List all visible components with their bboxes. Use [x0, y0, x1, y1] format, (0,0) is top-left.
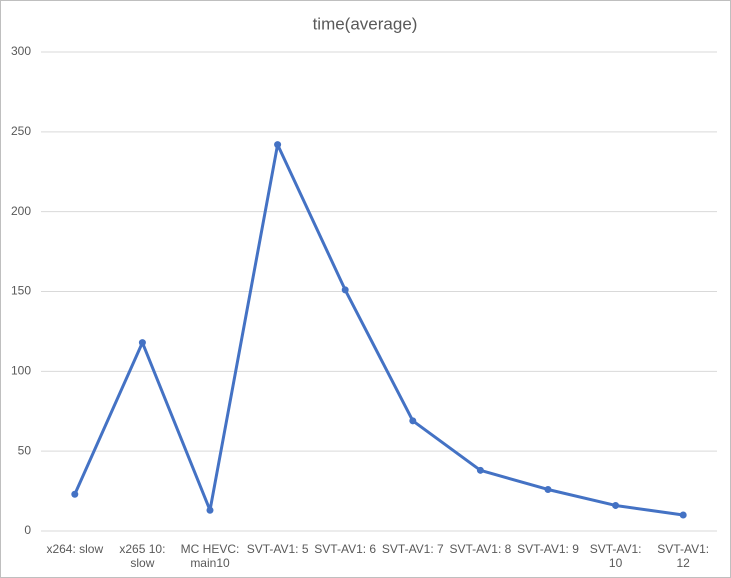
y-tick-label: 0	[24, 523, 31, 537]
y-tick-label: 200	[11, 204, 31, 218]
x-tick-label: SVT-AV1: 7	[381, 542, 444, 556]
point	[71, 490, 79, 498]
x-tick-label: SVT-AV1: 6	[314, 542, 377, 556]
x-tick-label: SVT-AV1: 9	[517, 542, 579, 556]
point	[476, 466, 484, 474]
x-tick-label: x265 10: slow	[119, 542, 166, 570]
y-tick-label: 50	[18, 443, 32, 457]
x-tick-label: SVT-AV1: 5	[246, 542, 309, 556]
y-tick-label: 150	[11, 284, 31, 298]
y-tick-label: 300	[11, 44, 31, 58]
point	[612, 501, 620, 509]
point	[138, 339, 146, 347]
point	[679, 511, 687, 519]
x-tick-label: SVT-AV1: 12	[657, 542, 710, 570]
chart-title: time(average)	[313, 14, 418, 33]
y-tick-label: 250	[11, 124, 31, 138]
point	[206, 506, 214, 514]
x-tick-label: MC HEVC: main10	[180, 542, 240, 570]
x-tick-label: x264: slow	[46, 542, 104, 556]
point	[544, 485, 552, 493]
line	[73, 143, 684, 517]
x-tick-label: SVT-AV1: 8	[449, 542, 512, 556]
point	[274, 141, 282, 149]
x-tick-label: SVT-AV1: 10	[589, 542, 642, 570]
y-tick-label: 100	[11, 364, 31, 378]
point	[409, 417, 417, 425]
point	[341, 286, 349, 294]
